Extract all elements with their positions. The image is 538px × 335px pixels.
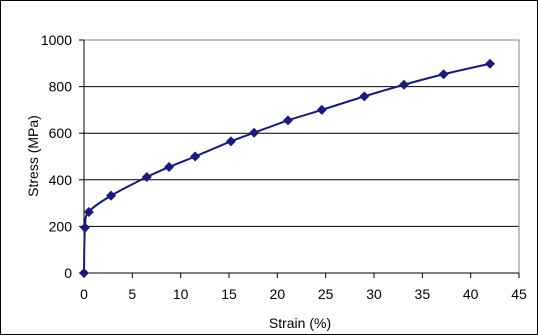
data-point-marker [190,151,201,162]
x-tick-label: 10 [173,286,189,302]
y-tick-labels: 0 200 400 600 800 1000 [41,32,72,281]
x-tick-label: 15 [221,286,237,302]
x-tick-label: 45 [511,286,527,302]
y-tick-label: 600 [49,125,73,141]
y-tick-label: 400 [49,172,73,188]
x-tick-label: 25 [318,286,334,302]
x-tick-label: 5 [128,286,136,302]
y-tick-label: 200 [49,218,73,234]
x-tick-label: 20 [270,286,286,302]
data-point-marker [225,136,236,147]
data-point-marker [164,161,175,172]
x-tick-label: 40 [463,286,479,302]
x-tick-labels: 0 5 10 15 20 25 30 35 40 45 [80,286,527,302]
data-point-marker [359,91,370,102]
x-tick-label: 30 [366,286,382,302]
y-tick-label: 800 [49,79,73,95]
y-tick-label: 0 [64,265,72,281]
y-tick-label: 1000 [41,32,72,48]
data-point-marker [141,172,152,183]
x-axis-label: Strain (%) [269,315,331,331]
data-point-marker [79,222,90,233]
data-point-marker [106,190,117,201]
y-axis-label: Stress (MPa) [25,115,41,197]
data-points [79,58,495,278]
data-point-marker [249,127,260,138]
data-point-marker [485,58,495,69]
data-point-marker [316,104,327,115]
data-point-marker [398,79,409,90]
data-point-marker [79,268,89,278]
data-point-marker [83,206,94,217]
data-point-marker [438,69,449,80]
x-tick-label: 35 [415,286,431,302]
x-tick-label: 0 [80,286,88,302]
data-point-marker [282,115,293,126]
